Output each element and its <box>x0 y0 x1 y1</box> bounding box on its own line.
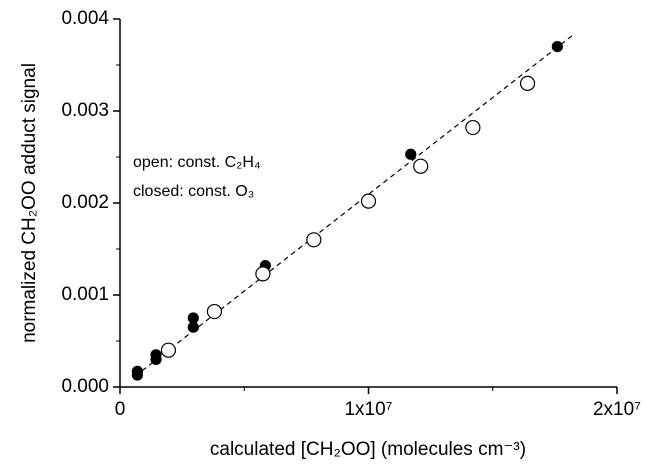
open-point <box>519 75 536 92</box>
x-tick-label: 1x10⁷ <box>344 399 392 420</box>
filled-point <box>187 321 199 333</box>
y-tick-label: 0.000 <box>61 376 109 397</box>
open-point <box>306 232 322 248</box>
y-tick-label: 0.002 <box>61 192 109 213</box>
open-point <box>160 342 177 358</box>
fit-line <box>134 35 573 377</box>
filled-point <box>131 369 143 381</box>
annotation: open: const. C₂H₄ <box>133 154 260 171</box>
annotation: closed: const. O₃ <box>133 183 254 200</box>
filled-point <box>150 353 162 365</box>
y-tick-label: 0.004 <box>61 8 109 29</box>
y-axis-label: normalized CH₂OO adduct signal <box>19 63 40 343</box>
open-point <box>413 158 429 174</box>
open-point <box>360 193 377 209</box>
y-tick-label: 0.001 <box>61 284 109 305</box>
filled-point <box>187 312 199 324</box>
x-tick-label: 2x10⁷ <box>593 399 641 420</box>
filled-point <box>551 40 563 53</box>
open-point <box>465 119 481 136</box>
x-axis-label: calculated [CH₂OO] (molecules cm⁻³) <box>210 439 526 460</box>
open-point <box>206 303 223 320</box>
open-point <box>255 266 271 282</box>
filled-point <box>405 148 417 160</box>
x-tick-label: 0 <box>115 399 126 420</box>
y-tick-label: 0.003 <box>61 100 109 121</box>
